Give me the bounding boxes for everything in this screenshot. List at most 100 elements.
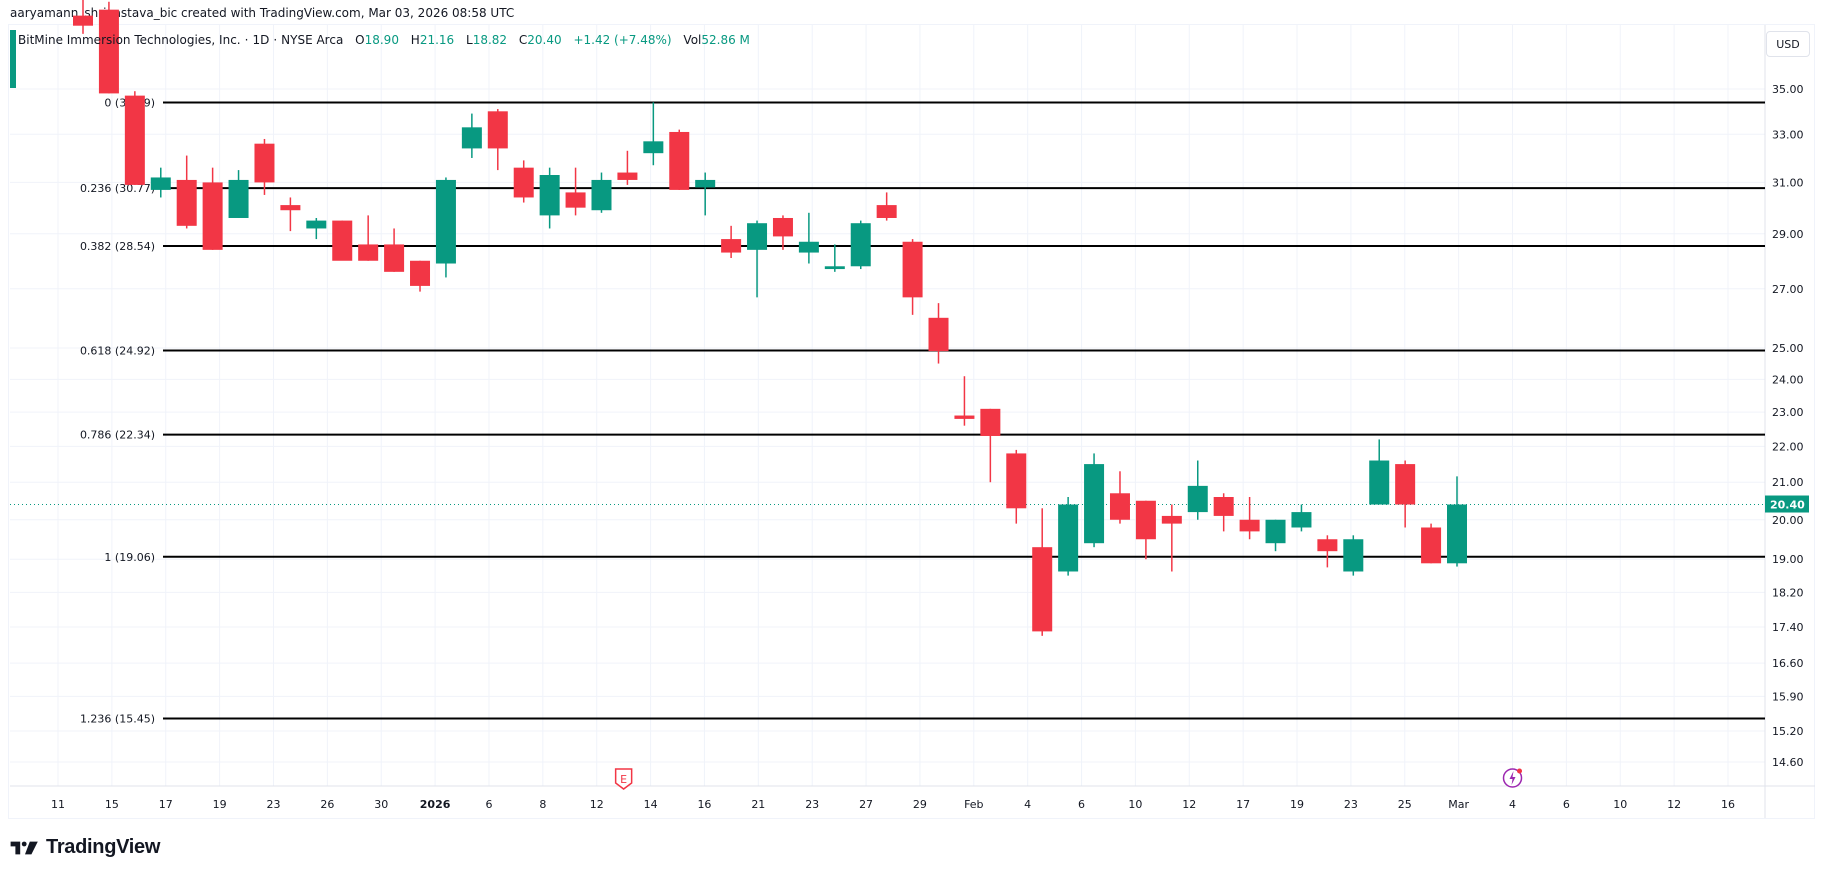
candle [1161,504,1182,572]
candle [1058,497,1079,576]
time-tick: 4 [1024,798,1031,811]
candle [591,172,612,213]
price-tick: 17.40 [1772,621,1804,634]
time-tick: 29 [913,798,927,811]
time-tick: 4 [1509,798,1516,811]
fib-label: 1.236 (15.45) [80,712,155,725]
symbol-name: BitMine Immersion Technologies, Inc. [18,33,241,47]
price-tick: 33.00 [1772,128,1804,141]
candle [798,212,819,264]
fib-label: 0.236 (30.77) [80,182,155,195]
time-tick: Feb [964,798,983,811]
price-tick: 25.00 [1772,342,1804,355]
exchange: NYSE Arca [281,33,344,47]
candle [306,217,327,240]
fibonacci-retracement[interactable]: 0 (34.39)0.236 (30.77)0.382 (28.54)0.618… [80,97,1765,726]
candle [176,155,197,229]
candle [539,167,560,229]
candle [1265,519,1286,552]
volume-value: 52.86 M [701,33,750,47]
candle [565,167,586,216]
price-tick: 23.00 [1772,406,1804,419]
candle [150,167,171,198]
event-flash-marker-icon[interactable] [1502,768,1523,788]
candle [902,239,923,315]
price-tick: 19.00 [1772,553,1804,566]
change-value: +1.42 (+7.48%) [573,33,672,47]
interval: 1D [252,33,270,47]
time-tick: 8 [539,798,546,811]
candle [1032,508,1053,636]
close-value: 20.40 [527,33,562,47]
candle [721,225,742,259]
time-tick: 2026 [420,798,451,811]
time-tick: 6 [1078,798,1085,811]
candle [461,113,482,158]
time-tick: 6 [1563,798,1570,811]
candle [876,192,897,221]
candle [1213,493,1234,532]
chart-frame [8,24,1815,819]
price-tick: 31.00 [1772,176,1804,189]
time-axis[interactable]: 11 15 17 19 23 26 30 2026 6 8 12 14 16 21 23 27 29 Feb 4 6 1… [51,798,1735,811]
price-tick: 20.00 [1772,514,1804,527]
time-tick: 17 [159,798,173,811]
price-tick: 15.20 [1772,725,1804,738]
candle [280,197,301,232]
legend-accent-bar [10,30,16,88]
time-tick: 6 [485,798,492,811]
candles [73,0,1467,636]
symbol-legend[interactable]: BitMine Immersion Technologies, Inc. · 1D ·… [18,33,750,47]
candle [1135,500,1156,560]
fib-label: 1 (19.06) [104,551,155,564]
price-tick: 24.00 [1772,373,1804,386]
candle [1369,439,1390,505]
time-tick: 19 [1290,798,1304,811]
candle [435,177,456,278]
candle [954,376,975,426]
price-tick: 35.00 [1772,83,1804,96]
candle [228,170,249,218]
earnings-marker-icon[interactable]: E [614,768,633,790]
time-tick: 23 [266,798,280,811]
tradingview-logo[interactable]: TradingView [10,836,160,859]
candle [643,102,664,166]
low-label: L [466,33,473,47]
time-tick: 17 [1236,798,1250,811]
event-markers[interactable]: E [614,768,1523,790]
time-tick: 25 [1398,798,1412,811]
currency-button[interactable]: USD [1766,31,1810,57]
candle [669,129,690,190]
time-tick: 16 [1721,798,1735,811]
price-axis[interactable]: 35.00 33.00 31.00 29.00 27.00 25.00 24.00 23.00… [1765,83,1809,769]
candle [850,220,871,270]
high-label: H [410,33,420,47]
low-value: 18.82 [472,33,508,47]
candle [928,303,949,364]
time-tick: 10 [1128,798,1142,811]
time-tick: 15 [105,798,119,811]
candle [1291,504,1312,532]
time-tick: 21 [751,798,765,811]
candle [1084,453,1105,548]
svg-text:20.40: 20.40 [1770,499,1805,512]
price-tick: 14.60 [1772,756,1804,769]
price-tick: 18.20 [1772,586,1804,599]
time-tick: 23 [1344,798,1358,811]
time-tick: 30 [374,798,388,811]
candle [747,220,768,298]
candle [202,167,223,250]
price-tick: 16.60 [1772,657,1804,670]
time-tick: 16 [697,798,711,811]
price-tick: 15.90 [1772,690,1804,703]
candle [1343,535,1364,576]
candle [1006,449,1027,524]
chart-credit: aaryamann_shrivastava_bic created with T… [10,6,515,20]
candle [1447,476,1467,567]
candle [1421,523,1442,564]
fib-label: 0.382 (28.54) [80,240,155,253]
candle [824,244,845,272]
price-tick: 29.00 [1772,228,1804,241]
candle [1239,497,1260,540]
